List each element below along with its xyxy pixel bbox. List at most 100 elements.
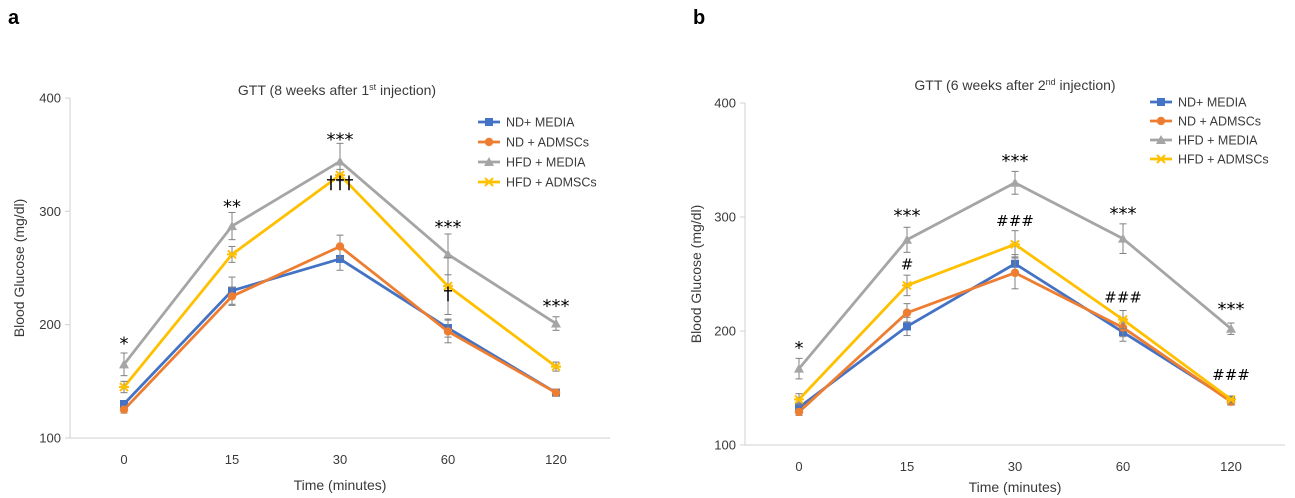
significance-label: *** (1110, 203, 1137, 224)
chart-title-main: GTT (6 weeks after 2 (914, 77, 1045, 93)
significance-label: ### (1104, 289, 1142, 307)
data-point-x (119, 382, 129, 392)
data-point-triangle (1226, 323, 1236, 333)
chart-title-tail: injection) (376, 82, 436, 98)
data-point-square (336, 254, 344, 263)
data-point-triangle (551, 318, 561, 328)
significance-label: † (444, 284, 453, 305)
y-tick-label: 100 (39, 431, 61, 446)
data-point-circle (227, 292, 237, 301)
significance-label: *** (1218, 299, 1245, 320)
chart-title: GTT (8 weeks after 1st injection) (238, 82, 436, 98)
data-point-square (795, 403, 803, 412)
x-axis-label: Time (minutes) (969, 479, 1062, 495)
data-point-square (903, 322, 911, 331)
x-tick-label: 30 (333, 452, 347, 467)
y-tick-label: 400 (39, 91, 61, 106)
significance-label: * (120, 334, 129, 355)
data-point-circle (794, 407, 804, 417)
x-tick-label: 60 (1116, 459, 1130, 474)
data-point-triangle (443, 249, 453, 259)
y-tick-label: 200 (39, 317, 61, 332)
legend-entry-label: HFD + MEDIA (506, 156, 586, 170)
y-tick-label: 100 (714, 438, 736, 453)
chart-panel-a: GTT (8 weeks after 1st injection) 100 200 3… (11, 82, 610, 493)
series-circle (794, 256, 1236, 417)
significance-label: # (901, 255, 914, 273)
significance-label: *** (327, 130, 354, 151)
y-axis-label: Blood Glucose (mg/dl) (688, 205, 704, 344)
series-line (122, 245, 557, 411)
x-tick-label: 30 (1008, 459, 1022, 474)
legend-entry-label: ND + ADMSCs (1178, 115, 1261, 129)
data-point-x (1156, 154, 1166, 164)
x-tick-label: 60 (441, 452, 455, 467)
data-point-triangle (119, 359, 129, 369)
chart-panel-b: GTT (6 weeks after 2nd injection) 100 200 3… (688, 77, 1285, 495)
data-point-circle (484, 137, 494, 147)
data-point-x (1010, 239, 1020, 250)
data-point-x (335, 170, 345, 180)
data-point-circle (119, 405, 129, 414)
data-point-triangle (1118, 233, 1128, 243)
significance-label: *** (1002, 151, 1029, 172)
chart-title-tail: injection) (1056, 77, 1116, 93)
significance-label: ### (996, 212, 1034, 230)
y-tick-label: 300 (39, 204, 61, 219)
data-point-circle (1010, 268, 1020, 278)
data-point-triangle (484, 157, 494, 166)
data-point-triangle (794, 363, 804, 373)
data-point-triangle (335, 156, 345, 166)
series-triangle (794, 170, 1236, 380)
data-point-x (794, 394, 804, 405)
data-point-square (120, 400, 128, 408)
legend: ND+ MEDIA ND + ADMSCs HFD + MEDIA HFD + ADM… (478, 116, 597, 190)
legend: ND+ MEDIA ND + ADMSCs HFD + MEDIA HFD + ADM… (1150, 96, 1269, 167)
series-x (119, 168, 561, 394)
data-point-x (902, 280, 912, 291)
panel-letter-b: b (693, 7, 705, 29)
significance-label: ††† (327, 173, 354, 194)
legend-entry-label: HFD + MEDIA (1178, 134, 1258, 148)
y-axis-label: Blood Glucose (mg/dl) (11, 199, 27, 338)
data-point-x (1226, 394, 1236, 405)
x-tick-label: 120 (545, 452, 567, 467)
data-point-triangle (227, 221, 237, 231)
data-point-triangle (902, 234, 912, 244)
data-point-x (551, 361, 561, 372)
series-line (798, 271, 1232, 413)
chart-title-superscript: nd (1046, 77, 1056, 87)
data-point-square (485, 118, 493, 126)
data-point-square (1157, 98, 1165, 106)
x-tick-label: 120 (1220, 459, 1242, 474)
x-tick-label: 0 (795, 459, 802, 474)
legend-entry-label: HFD + ADMSCs (1178, 153, 1269, 167)
data-point-circle (335, 242, 345, 251)
x-tick-label: 0 (120, 452, 127, 467)
chart-title-main: GTT (8 weeks after 1 (238, 82, 369, 98)
legend-entry-label: HFD + ADMSCs (506, 176, 597, 190)
series-circle (119, 234, 561, 414)
data-point-circle (1156, 116, 1166, 126)
panel-letter-a: a (8, 7, 20, 29)
series-x (794, 230, 1236, 406)
data-point-circle (551, 388, 561, 397)
significance-label: ### (1212, 366, 1250, 384)
x-tick-label: 15 (225, 452, 239, 467)
significance-label: * (795, 338, 804, 359)
chart-title-superscript: st (369, 82, 377, 92)
data-point-triangle (1010, 177, 1020, 187)
chart-title: GTT (6 weeks after 2nd injection) (914, 77, 1115, 93)
data-point-x (484, 177, 494, 187)
data-point-x (1118, 314, 1128, 325)
data-point-circle (443, 327, 453, 336)
x-axis-label: Time (minutes) (294, 477, 387, 493)
x-tick-label: 15 (900, 459, 914, 474)
legend-entry-label: ND+ MEDIA (1178, 96, 1247, 110)
legend-entry-label: ND + ADMSCs (506, 136, 589, 150)
data-point-x (227, 249, 237, 260)
data-point-x (443, 281, 453, 291)
significance-label: *** (435, 217, 462, 238)
y-tick-label: 400 (714, 96, 736, 111)
